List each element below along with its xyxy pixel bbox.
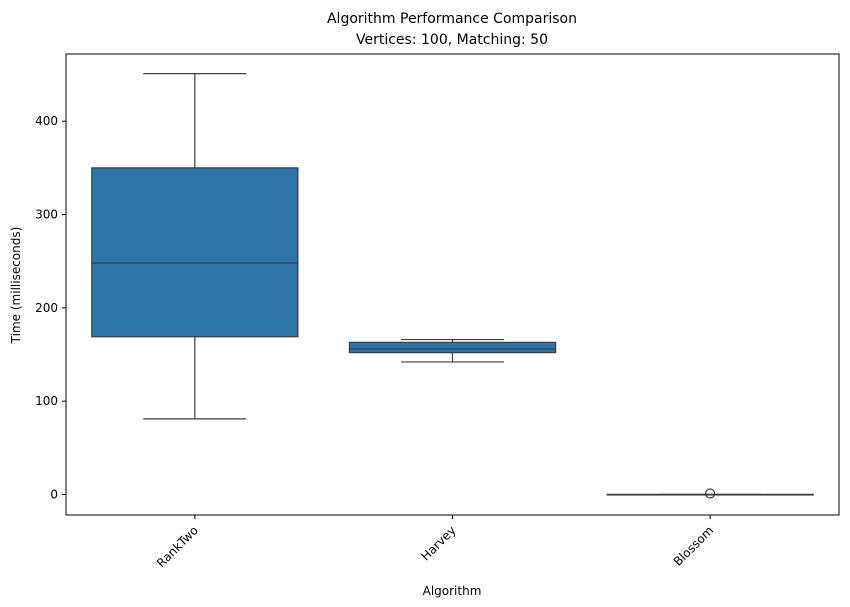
- plot-frame: [65, 53, 840, 516]
- iqr-box: [348, 341, 557, 354]
- box-ranktwo: [91, 72, 299, 420]
- chart-title: Algorithm Performance Comparison: [327, 11, 577, 27]
- x-tick-label: Blossom: [671, 523, 717, 569]
- chart-subtitle: Vertices: 100, Matching: 50: [356, 32, 548, 48]
- x-axis-label: Algorithm: [423, 584, 482, 598]
- iqr-box: [91, 167, 299, 338]
- y-axis-label: Time (milliseconds): [9, 227, 23, 345]
- y-tick-label: 300: [35, 208, 58, 222]
- box-harvey: [348, 338, 557, 363]
- plot-area: 0 100 200 300 400 RankTwo Harvey Blossom: [35, 72, 814, 570]
- x-tick-label: Harvey: [418, 523, 458, 563]
- box-blossom: [606, 488, 814, 499]
- y-tick-label: 400: [35, 114, 58, 128]
- y-tick-label: 0: [50, 487, 58, 501]
- y-tick-label: 100: [35, 394, 58, 408]
- x-tick-label: RankTwo: [154, 523, 201, 570]
- outlier-point: [705, 488, 716, 499]
- y-tick-label: 200: [35, 301, 58, 315]
